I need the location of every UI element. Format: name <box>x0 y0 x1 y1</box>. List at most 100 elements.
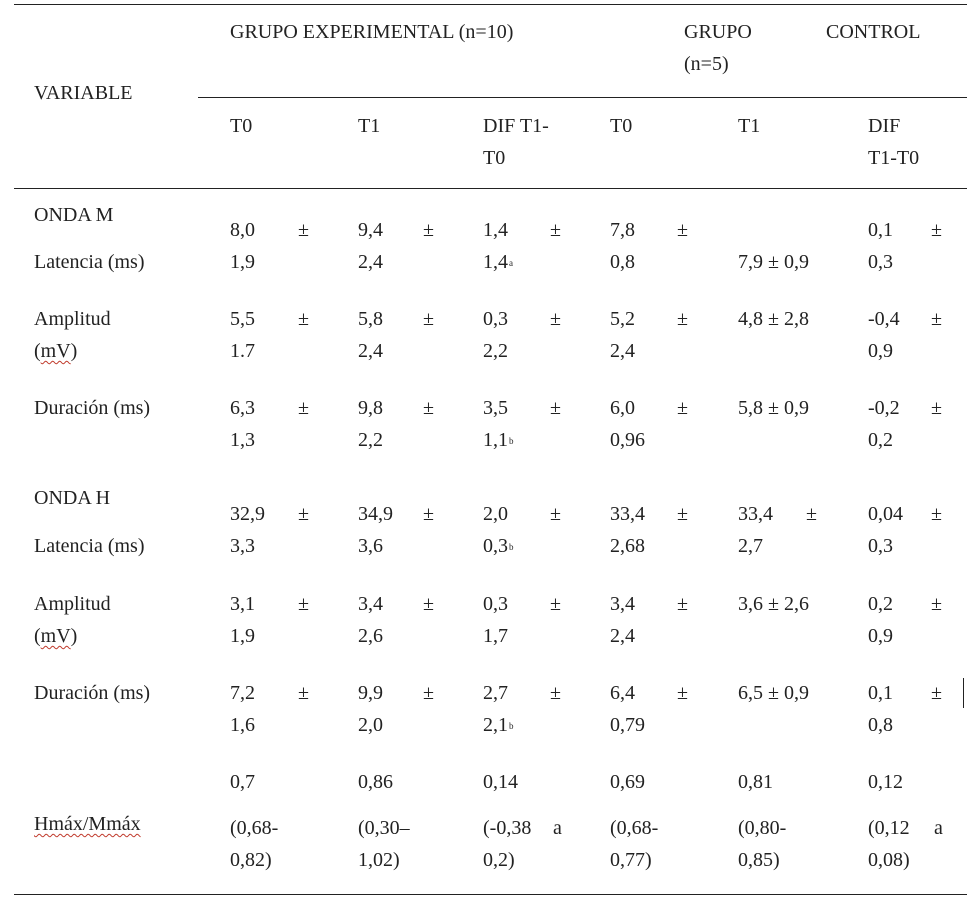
row-label-hmax-mmax: Hmáx/Mmáx <box>34 813 141 835</box>
col-header-exp-dif-l1: DIF T1- <box>483 115 549 137</box>
h-lat-exp-dif-sd-value: 0,3 <box>483 535 508 557</box>
h-amp-exp-t0-sd: 1,9 <box>230 625 255 647</box>
m-amp-ctrl-t0-sd: 2,4 <box>610 340 635 362</box>
pm-sign: ± <box>423 593 434 615</box>
col-header-ctrl-t1: T1 <box>738 115 761 137</box>
row-label-m-duracion: Duración (ms) <box>34 397 151 419</box>
unit-mv: mV <box>40 340 71 362</box>
h-dur-exp-dif-sd: 2,1b <box>483 713 514 738</box>
row-label-m-amplitud-l1: Amplitud <box>34 308 111 330</box>
ratio-ctrl-t1-mean: 0,81 <box>738 771 773 793</box>
pm-sign: ± <box>931 308 942 330</box>
row-label-m-amplitud-l2: (mV) <box>34 340 78 362</box>
ratio-ctrl-t1-range-l1: (0,80- <box>738 817 787 839</box>
m-dur-exp-t1-mean: 9,8 <box>358 397 383 419</box>
ratio-ctrl-dif-mean: 0,12 <box>868 771 903 793</box>
col-header-exp-dif-l2: T0 <box>483 147 506 169</box>
m-amp-exp-t0-sd: 1.7 <box>230 340 255 362</box>
m-lat-ctrl-t0-sd: 0,8 <box>610 251 635 273</box>
row-label-m-latencia: Latencia (ms) <box>34 251 145 273</box>
h-amp-exp-dif-mean: 0,3 <box>483 593 508 615</box>
pm-sign: ± <box>550 219 561 241</box>
significance-marker: b <box>509 542 514 552</box>
h-dur-exp-t0-mean: 7,2 <box>230 682 255 704</box>
col-header-ctrl-dif-l1: DIF <box>868 115 901 137</box>
m-amp-exp-t1-sd: 2,4 <box>358 340 383 362</box>
pm-sign: ± <box>298 682 309 704</box>
m-dur-ctrl-t0-sd: 0,96 <box>610 429 645 451</box>
pm-sign: ± <box>298 308 309 330</box>
h-dur-exp-t1-sd: 2,0 <box>358 714 383 736</box>
text-cursor <box>963 678 964 708</box>
pm-sign: ± <box>298 593 309 615</box>
m-dur-exp-dif-sd-value: 1,1 <box>483 429 508 451</box>
h-lat-ctrl-t1-mean: 33,4 <box>738 503 773 525</box>
section-onda-h: ONDA H <box>34 487 111 509</box>
row-label-h-amplitud-l2: (mV) <box>34 625 78 647</box>
pm-sign: ± <box>677 308 688 330</box>
ratio-ctrl-t0-range-l2: 0,77) <box>610 849 652 871</box>
m-lat-exp-t0-sd: 1,9 <box>230 251 255 273</box>
pm-sign: ± <box>298 503 309 525</box>
m-dur-ctrl-dif-sd: 0,2 <box>868 429 893 451</box>
header-bottom-rule <box>14 188 967 189</box>
row-label-h-latencia: Latencia (ms) <box>34 535 145 557</box>
h-lat-ctrl-dif-sd: 0,3 <box>868 535 893 557</box>
col-header-ctrl-t0: T0 <box>610 115 633 137</box>
col-header-exp-t0: T0 <box>230 115 253 137</box>
h-lat-ctrl-t0-mean: 33,4 <box>610 503 645 525</box>
m-lat-ctrl-t1: 7,9 ± 0,9 <box>738 251 809 273</box>
h-dur-ctrl-t0-mean: 6,4 <box>610 682 635 704</box>
h-amp-ctrl-dif-mean: 0,2 <box>868 593 893 615</box>
ratio-ctrl-t1-range-l2: 0,85) <box>738 849 780 871</box>
m-dur-exp-t1-sd: 2,2 <box>358 429 383 451</box>
m-dur-ctrl-dif-mean: -0,2 <box>868 397 900 419</box>
m-dur-exp-dif-mean: 3,5 <box>483 397 508 419</box>
m-lat-ctrl-dif-mean: 0,1 <box>868 219 893 241</box>
pm-sign: ± <box>931 593 942 615</box>
h-lat-exp-t1-mean: 34,9 <box>358 503 393 525</box>
h-dur-exp-dif-mean: 2,7 <box>483 682 508 704</box>
pm-sign: ± <box>931 219 942 241</box>
unit-mv: mV <box>40 625 71 647</box>
h-dur-ctrl-dif-mean: 0,1 <box>868 682 893 704</box>
pm-sign: ± <box>550 593 561 615</box>
h-dur-exp-t0-sd: 1,6 <box>230 714 255 736</box>
pm-sign: ± <box>806 503 817 525</box>
col-header-exp-t1: T1 <box>358 115 381 137</box>
h-amp-exp-dif-sd: 1,7 <box>483 625 508 647</box>
ratio-ctrl-dif-range-l1: (0,12 <box>868 817 910 839</box>
pm-sign: ± <box>677 503 688 525</box>
m-amp-ctrl-t0-mean: 5,2 <box>610 308 635 330</box>
row-label-h-amplitud-l1: Amplitud <box>34 593 111 615</box>
h-dur-exp-t1-mean: 9,9 <box>358 682 383 704</box>
h-dur-exp-dif-sd-value: 2,1 <box>483 714 508 736</box>
m-dur-exp-t0-sd: 1,3 <box>230 429 255 451</box>
header-control-group-n: (n=5) <box>684 53 729 75</box>
header-experimental-group: GRUPO EXPERIMENTAL (n=10) <box>230 21 514 43</box>
pm-sign: ± <box>298 219 309 241</box>
header-control-group-word2: CONTROL <box>826 21 921 43</box>
ratio-exp-t0-mean: 0,7 <box>230 771 255 793</box>
h-amp-ctrl-t0-sd: 2,4 <box>610 625 635 647</box>
h-amp-ctrl-t0-mean: 3,4 <box>610 593 635 615</box>
pm-sign: ± <box>931 503 942 525</box>
pm-sign: ± <box>550 503 561 525</box>
significance-marker: a <box>509 258 513 268</box>
h-lat-ctrl-dif-mean: 0,04 <box>868 503 903 525</box>
h-amp-exp-t1-sd: 2,6 <box>358 625 383 647</box>
m-dur-ctrl-t0-mean: 6,0 <box>610 397 635 419</box>
ratio-exp-dif-mean: 0,14 <box>483 771 518 793</box>
m-amp-exp-dif-mean: 0,3 <box>483 308 508 330</box>
significance-marker: b <box>509 436 514 446</box>
pm-sign: ± <box>677 593 688 615</box>
pm-sign: ± <box>677 219 688 241</box>
pm-sign: ± <box>931 682 942 704</box>
pm-sign: ± <box>423 503 434 525</box>
pm-sign: ± <box>550 682 561 704</box>
m-lat-exp-t1-mean: 9,4 <box>358 219 383 241</box>
header-variable: VARIABLE <box>34 82 133 104</box>
h-lat-exp-t0-sd: 3,3 <box>230 535 255 557</box>
h-amp-ctrl-t1: 3,6 ± 2,6 <box>738 593 809 615</box>
h-amp-ctrl-dif-sd: 0,9 <box>868 625 893 647</box>
